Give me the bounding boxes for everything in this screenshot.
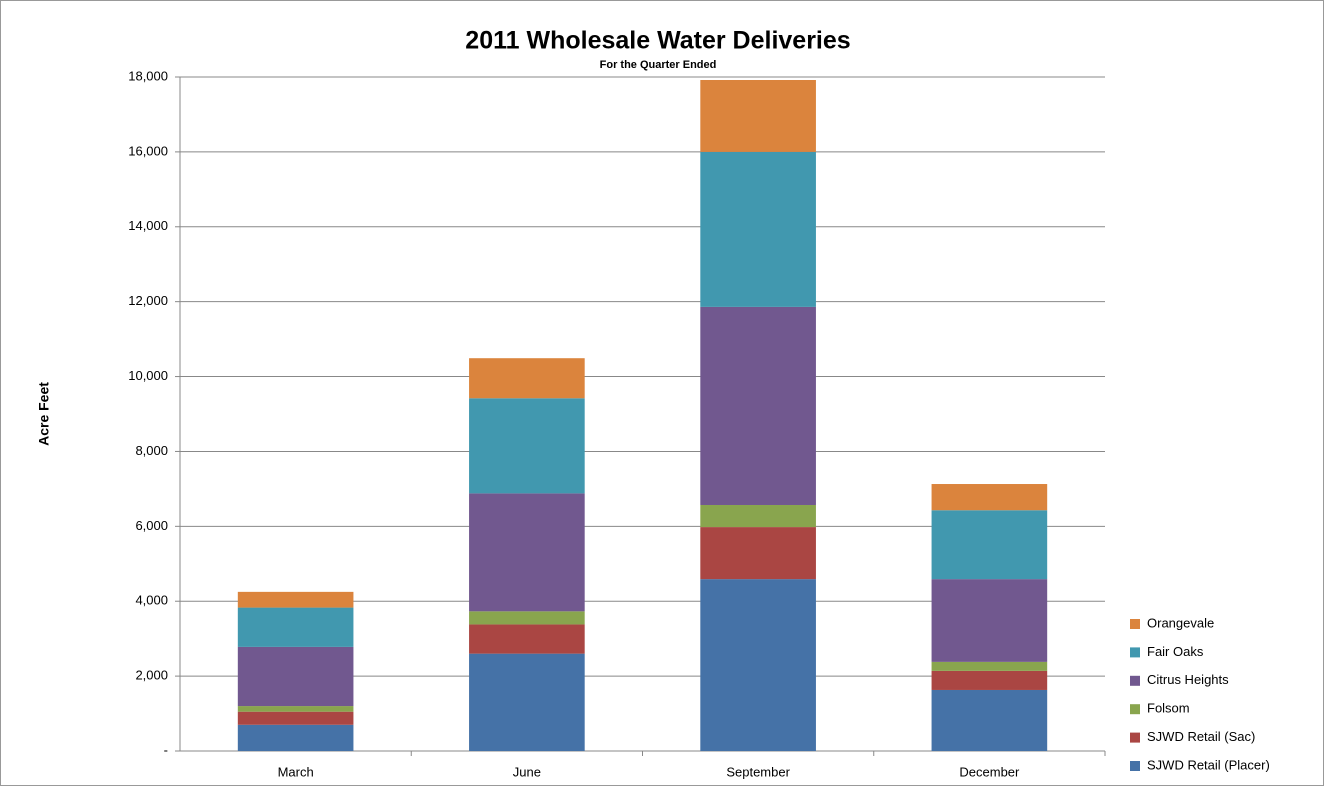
y-tick-label: 18,000 — [128, 68, 168, 83]
y-axis-title: Acre Feet — [36, 382, 52, 446]
bar-segment — [931, 579, 1048, 662]
legend-label: SJWD Retail (Placer) — [1147, 757, 1270, 772]
bar-segment — [700, 306, 816, 505]
bar-segment — [469, 398, 585, 494]
bar-segment — [469, 358, 585, 399]
x-tick-label: March — [278, 764, 314, 779]
y-tick-label: 6,000 — [135, 518, 168, 533]
bar-segment — [931, 670, 1048, 690]
bar-segment — [700, 504, 816, 528]
legend-swatch — [1130, 704, 1140, 715]
bar-segment — [469, 493, 585, 612]
legend-label: Citrus Heights — [1147, 672, 1229, 687]
y-tick-label: 16,000 — [128, 143, 168, 158]
y-tick-label: 10,000 — [128, 368, 168, 383]
legend-swatch — [1130, 732, 1140, 743]
y-tick-label: 12,000 — [128, 293, 168, 308]
y-tick-label: 4,000 — [135, 593, 168, 608]
bar-segment — [931, 689, 1048, 751]
x-tick-label: June — [513, 764, 541, 779]
bar-segment — [700, 151, 816, 307]
bar-segment — [237, 591, 354, 608]
legend-label: Orangevale — [1147, 615, 1214, 630]
x-tick-label: December — [959, 764, 1020, 779]
legend-label: SJWD Retail (Sac) — [1147, 729, 1255, 744]
bar-segment — [931, 661, 1048, 671]
legend-swatch — [1130, 675, 1140, 686]
x-tick-label: September — [726, 764, 790, 779]
bar-segment — [700, 527, 816, 580]
bar-segment — [469, 611, 585, 625]
bar-segment — [700, 79, 816, 152]
bar-segment — [931, 484, 1048, 511]
bar-segment — [469, 653, 585, 751]
legend-label: Folsom — [1147, 701, 1190, 716]
y-tick-label: - — [164, 742, 168, 757]
y-tick-label: 2,000 — [135, 668, 168, 683]
bar-segment — [237, 646, 354, 707]
chart-title: 2011 Wholesale Water Deliveries — [465, 27, 850, 55]
bar-segment — [237, 724, 354, 751]
bar-segment — [469, 624, 585, 654]
legend-label: Fair Oaks — [1147, 644, 1204, 659]
y-tick-label: 8,000 — [135, 443, 168, 458]
y-tick-label: 14,000 — [128, 218, 168, 233]
legend-swatch — [1130, 761, 1140, 771]
legend-swatch — [1130, 619, 1140, 629]
bar-segment — [237, 711, 354, 725]
bar-segment — [700, 579, 816, 751]
chart-subtitle: For the Quarter Ended — [600, 59, 717, 71]
bar-segment — [237, 706, 354, 712]
legend-swatch — [1130, 647, 1140, 658]
bar-segment — [237, 607, 354, 647]
bar-segment — [931, 510, 1048, 580]
